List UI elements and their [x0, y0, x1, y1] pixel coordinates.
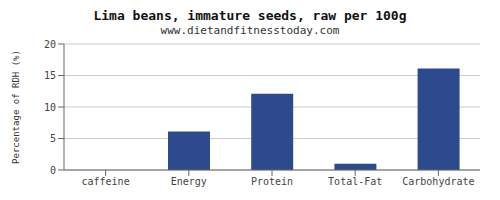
svg-text:caffeine: caffeine	[82, 176, 130, 187]
svg-text:Percentage of RDH (%): Percentage of RDH (%)	[11, 50, 21, 164]
svg-text:10: 10	[44, 102, 56, 113]
svg-text:15: 15	[44, 70, 56, 81]
html-text:www.dietandfitnesstoday.com: www.dietandfitnesstoday.com	[160, 24, 340, 37]
svg-text:5: 5	[50, 133, 56, 144]
svg-text:0: 0	[50, 165, 56, 176]
svg-text:20: 20	[44, 39, 56, 50]
html-text:Lima beans, immature seeds, ra: Lima beans, immature seeds, raw per 100g	[93, 8, 407, 23]
svg-text:Protein: Protein	[251, 176, 293, 187]
svg-text:Total-Fat: Total-Fat	[328, 176, 382, 187]
svg-text:Carbohydrate: Carbohydrate	[402, 176, 474, 187]
svg-text:Energy: Energy	[171, 176, 207, 187]
